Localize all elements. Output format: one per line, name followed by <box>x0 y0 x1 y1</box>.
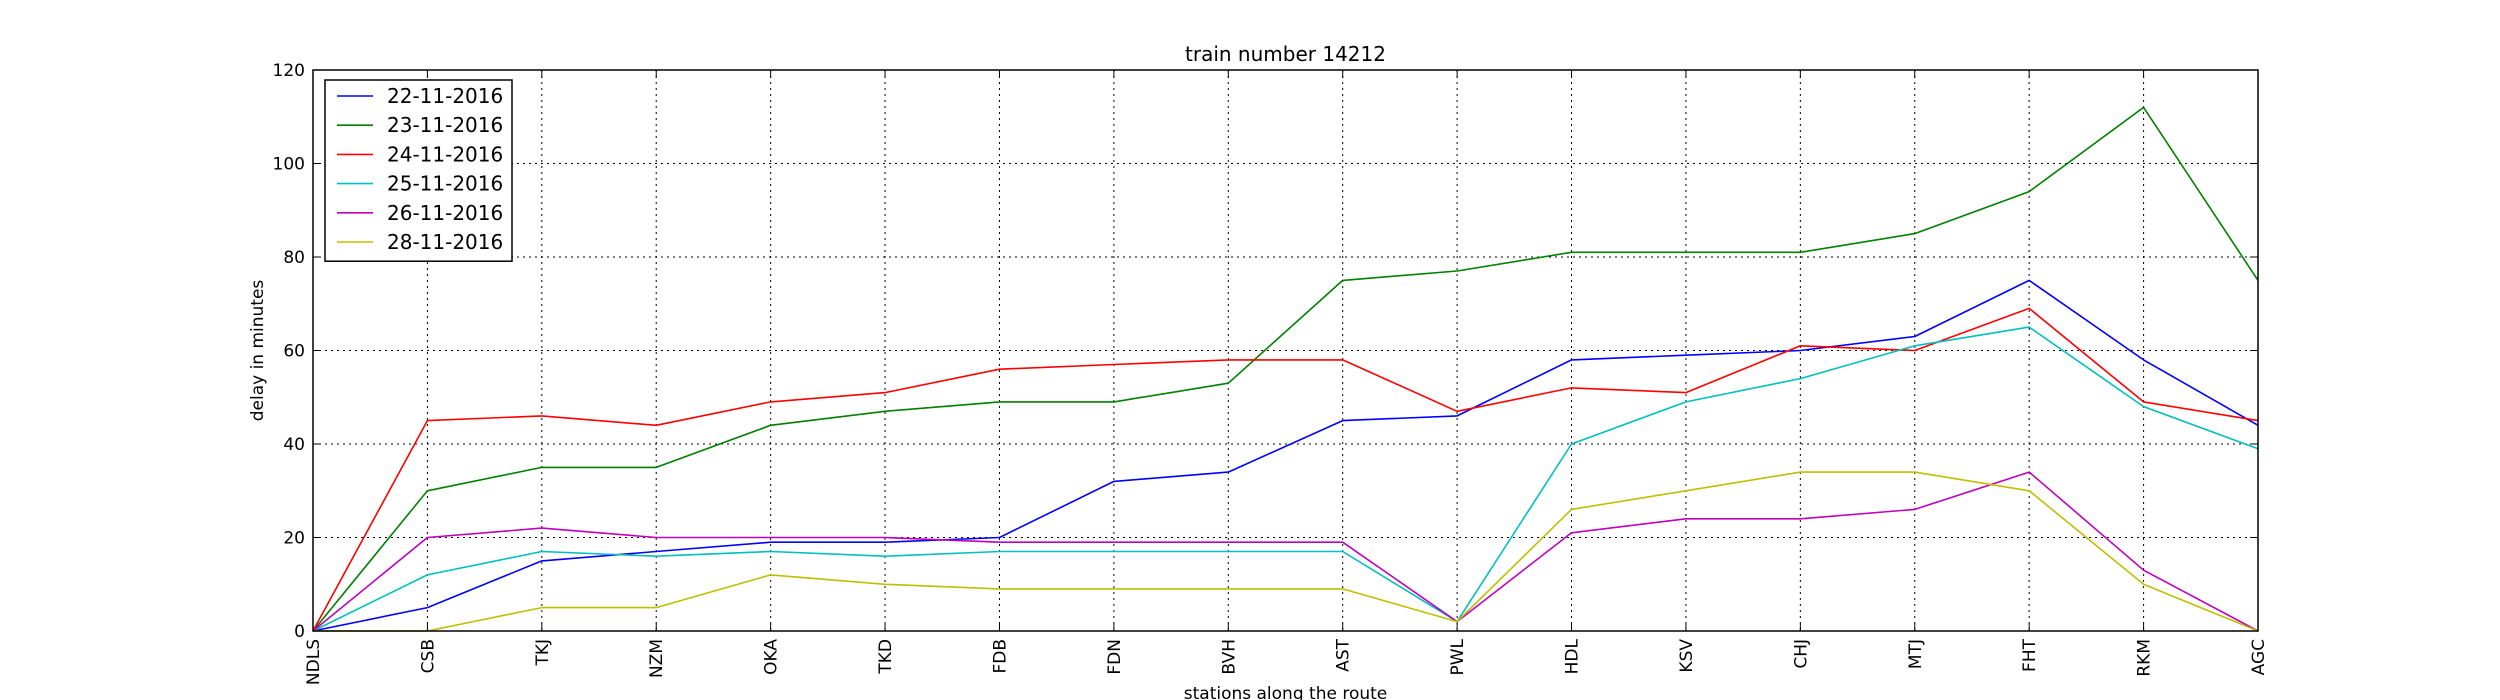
legend-label: 23-11-2016 <box>387 113 503 137</box>
x-tick-label: CHJ <box>1791 639 1811 669</box>
x-tick-label: AST <box>1334 638 1354 671</box>
y-axis-label: delay in minutes <box>248 280 268 422</box>
x-tick-label: HDL <box>1563 638 1583 674</box>
y-axis-ticks: 0 20 40 60 80 100 120 <box>273 61 2258 642</box>
x-tick-label: RKM <box>2135 639 2155 677</box>
x-tick-label: FDN <box>1105 639 1125 675</box>
series-line <box>312 471 2259 632</box>
chart-title: train number 14212 <box>1185 42 1386 66</box>
x-tick-label: MTJ <box>1906 639 1926 669</box>
y-tick-label: 0 <box>294 622 305 642</box>
series-line <box>312 106 2259 632</box>
y-tick-label: 120 <box>273 61 305 81</box>
grid <box>313 70 2258 631</box>
series-line <box>313 471 2259 632</box>
legend-label: 24-11-2016 <box>387 142 503 166</box>
x-tick-label: KSV <box>1677 639 1697 673</box>
series-line <box>312 326 2259 632</box>
y-tick-label: 20 <box>283 529 305 549</box>
x-axis-label: stations along the route <box>1184 684 1388 700</box>
x-tick-label: AGC <box>2249 639 2269 675</box>
x-tick-label: NZM <box>647 639 667 678</box>
legend: 22-11-2016 23-11-2016 24-11-2016 25-11-2016… <box>324 79 513 262</box>
x-tick-label: TKD <box>876 639 896 675</box>
legend-label: 25-11-2016 <box>387 172 503 196</box>
x-tick-label: TKJ <box>533 639 553 667</box>
x-tick-label: BVH <box>1219 639 1239 675</box>
x-tick-label: FHT <box>2020 638 2040 672</box>
series-line <box>312 279 2259 632</box>
x-tick-label: CSB <box>418 639 438 673</box>
y-tick-label: 40 <box>283 435 305 455</box>
x-tick-label: OKA <box>762 639 782 675</box>
x-tick-label: NDLS <box>304 639 324 685</box>
y-tick-label: 60 <box>283 342 305 362</box>
legend-label: 22-11-2016 <box>387 84 503 108</box>
legend-label: 28-11-2016 <box>387 230 503 254</box>
y-tick-label: 100 <box>273 155 305 175</box>
legend-label: 26-11-2016 <box>387 201 503 225</box>
series-lines <box>312 106 2259 632</box>
x-tick-label: PWL <box>1448 638 1468 675</box>
y-tick-label: 80 <box>283 248 305 268</box>
legend-box <box>324 79 513 262</box>
x-tick-label: FDB <box>990 639 1010 674</box>
x-axis-ticks: NDLS CSB TKJ NZM OKA TKD FDB FDN BVH AST PWL HDL KSV… <box>304 70 2269 685</box>
